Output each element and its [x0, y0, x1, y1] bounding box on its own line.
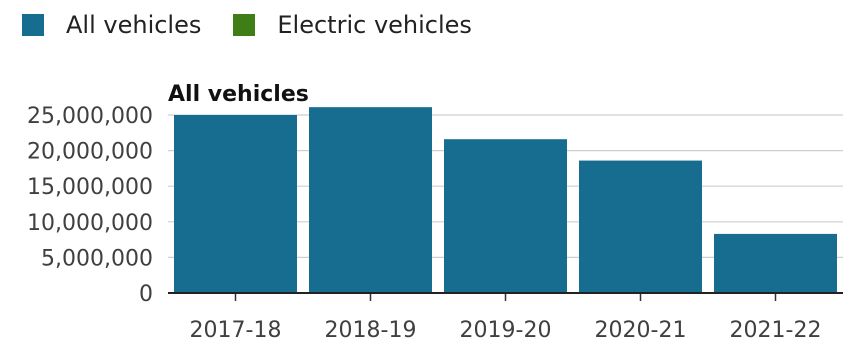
legend: All vehicles Electric vehicles [22, 8, 504, 42]
legend-item-electric-vehicles: Electric vehicles [233, 8, 472, 42]
y-tick-label: 15,000,000 [27, 175, 153, 200]
legend-swatch-all-vehicles [22, 14, 44, 36]
y-tick-label: 5,000,000 [41, 246, 153, 271]
y-tick-label: 20,000,000 [27, 140, 153, 165]
x-tick-label: 2017-18 [190, 318, 282, 341]
x-tick-label: 2019-20 [460, 318, 552, 341]
y-tick-label: 0 [139, 282, 153, 307]
bar [444, 139, 567, 293]
bars [174, 107, 837, 293]
x-tick-label: 2018-19 [325, 318, 417, 341]
bar [714, 233, 837, 293]
legend-item-all-vehicles: All vehicles [22, 8, 201, 42]
legend-swatch-electric-vehicles [233, 14, 256, 36]
y-axis: 0 5,000,000 10,000,000 15,000,000 20,000,000… [27, 104, 153, 307]
x-tick-label: 2021-22 [730, 318, 822, 341]
y-tick-label: 25,000,000 [27, 104, 153, 129]
bar [174, 115, 297, 293]
x-tick-label: 2020-21 [595, 318, 687, 341]
x-axis: 2017-18 2018-19 2019-20 2020-21 2021-22 [168, 292, 843, 341]
bar [309, 107, 432, 293]
chart-title: All vehicles [168, 82, 309, 107]
bar [579, 160, 702, 293]
y-tick-label: 10,000,000 [27, 211, 153, 236]
legend-label-electric-vehicles: Electric vehicles [277, 11, 472, 39]
legend-label-all-vehicles: All vehicles [66, 11, 202, 39]
